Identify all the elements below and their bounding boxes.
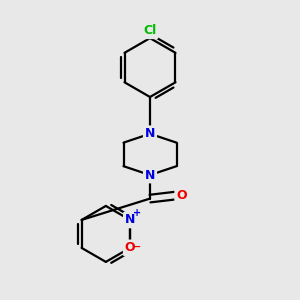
Text: +: + xyxy=(134,208,142,218)
Text: −: − xyxy=(132,242,142,252)
Text: N: N xyxy=(125,213,135,226)
Text: O: O xyxy=(176,189,187,202)
Text: Cl: Cl xyxy=(143,24,157,37)
Text: N: N xyxy=(145,127,155,140)
Text: N: N xyxy=(145,169,155,182)
Text: O: O xyxy=(125,242,135,254)
